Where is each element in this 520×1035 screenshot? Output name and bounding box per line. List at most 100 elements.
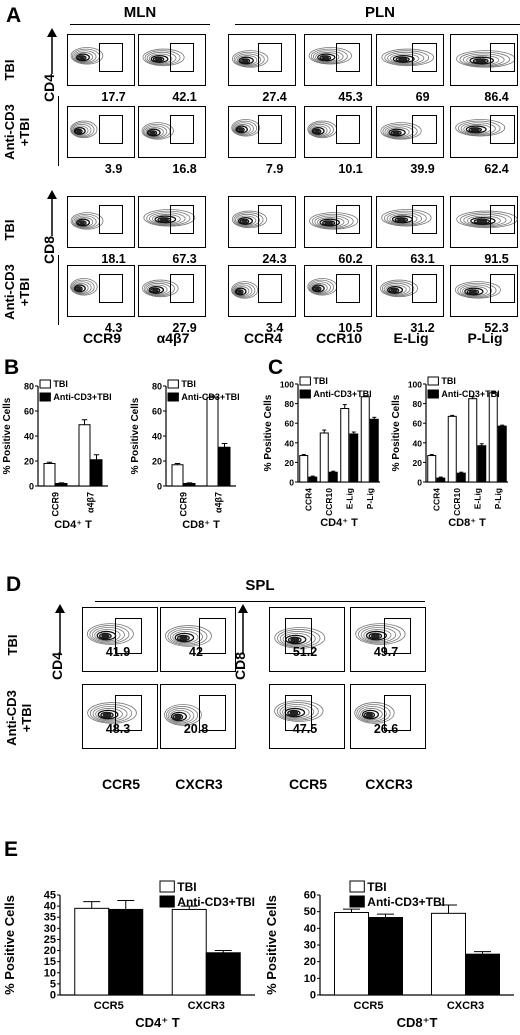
gate-box <box>285 694 313 731</box>
chart-c-cd4: 0 20 40 60 80 100 % Positive Cells CCR4 CCR10 E-L… <box>263 376 380 529</box>
contour-level <box>462 286 488 297</box>
contour-level <box>73 126 86 135</box>
contour-level <box>151 214 181 224</box>
contour-core <box>476 219 488 224</box>
y-tick-label: 45 <box>44 890 56 902</box>
flow-plot <box>450 265 518 317</box>
contour-plot <box>142 48 185 67</box>
row-divider <box>58 255 59 325</box>
contour-level <box>276 702 319 721</box>
gate-box <box>490 42 515 72</box>
flow-plot <box>228 196 296 248</box>
contour-plot <box>231 281 259 299</box>
contour-plot <box>274 700 324 722</box>
contour-level <box>456 50 516 68</box>
contour-level <box>146 210 191 226</box>
flow-plot <box>138 34 206 86</box>
contour-level <box>87 702 137 724</box>
contour-level <box>457 120 501 136</box>
gate-box <box>285 617 313 654</box>
contour-level <box>319 218 341 227</box>
flow-plot <box>304 265 372 317</box>
contour-plot <box>86 623 134 645</box>
panel-letter-e: E <box>4 838 19 861</box>
contour-level <box>148 285 165 294</box>
chart-title: CD8⁺T <box>397 1015 438 1030</box>
contour-core <box>241 58 249 63</box>
contour-plot <box>70 212 104 230</box>
gate-box <box>199 694 227 731</box>
contour-level <box>71 122 95 138</box>
legend-label: Anti-CD3+TBI <box>53 392 111 402</box>
contour-level <box>361 709 380 720</box>
contour-level <box>459 51 510 67</box>
y-tick-label: 20 <box>44 945 56 957</box>
contour-level <box>237 216 253 225</box>
flow-plot <box>350 607 426 672</box>
flow-plot <box>376 196 444 248</box>
contour-level <box>142 279 179 298</box>
gate-box <box>257 114 282 144</box>
contour-level <box>94 629 121 642</box>
contour-level <box>360 708 383 721</box>
contour-level <box>388 128 406 137</box>
bar <box>488 392 498 483</box>
gate-box <box>98 204 124 234</box>
contour-level <box>74 217 94 228</box>
y-tick-label: 10 <box>44 967 56 979</box>
contour-level <box>154 215 177 224</box>
y-axis-label: % Positive Cells <box>264 895 279 995</box>
contour-level <box>231 119 261 137</box>
y-tick-label: 80 <box>152 382 162 392</box>
contour-level <box>313 50 344 63</box>
contour-level <box>381 209 432 227</box>
contour-level <box>308 47 352 65</box>
column-label: CXCR3 <box>365 776 413 792</box>
gate-box <box>335 114 361 144</box>
contour-level <box>143 209 196 227</box>
y-axis-label: % Positive Cells <box>2 895 17 995</box>
flow-plot <box>138 196 206 248</box>
flow-plot <box>304 196 372 248</box>
contour-level <box>386 127 410 138</box>
gate-box <box>490 114 515 144</box>
contour-core <box>398 57 408 62</box>
contour-level <box>454 281 501 299</box>
contour-core <box>179 635 188 641</box>
flow-plot <box>304 34 372 86</box>
contour-level <box>70 212 104 230</box>
bar <box>468 398 478 483</box>
contour-level <box>308 122 334 138</box>
contour-level <box>380 122 422 140</box>
contour-core <box>289 710 299 716</box>
bar <box>183 483 196 487</box>
chart-e-cd8: 0 10 20 30 40 50 60 % Positive Cells CCR5 CXCR3 TB… <box>264 880 514 1030</box>
contour-plot <box>87 702 137 724</box>
column-label: P-Lig <box>467 330 503 346</box>
legend-swatch <box>39 392 51 402</box>
contour-level <box>465 125 487 134</box>
contour-core <box>470 127 480 132</box>
y-tick-label: 0 <box>50 990 56 1002</box>
y-tick-label: 5 <box>50 978 56 990</box>
contour-core <box>174 714 182 720</box>
panel-letter-a: A <box>6 4 22 27</box>
flow-plot <box>160 684 236 749</box>
x-tick-label: CCR9 <box>51 492 61 517</box>
y-tick-label: 40 <box>152 432 162 442</box>
contour-level <box>144 125 168 138</box>
y-tick-label: 0 <box>29 482 34 492</box>
y-tick-label: 80 <box>24 382 34 392</box>
contour-level <box>466 55 500 66</box>
y-tick-label: 20 <box>152 457 162 467</box>
gate-value: 91.5 <box>484 252 509 266</box>
gate-box <box>335 273 361 303</box>
flow-plot <box>160 607 236 672</box>
contour-level <box>143 281 175 297</box>
contour-core <box>159 217 169 222</box>
contour-level <box>307 120 338 139</box>
x-tick-label: CCR4 <box>431 488 441 511</box>
column-label: CCR5 <box>288 776 328 792</box>
contour-level <box>308 279 335 295</box>
